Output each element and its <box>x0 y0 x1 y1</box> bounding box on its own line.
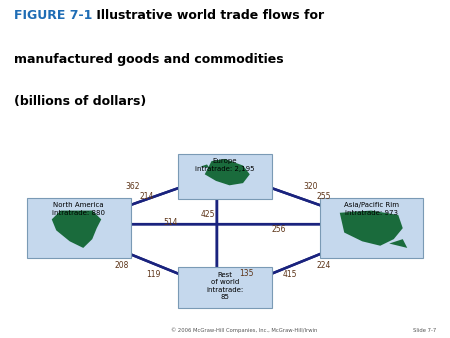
Text: 320: 320 <box>303 182 318 191</box>
Text: 255: 255 <box>317 192 331 201</box>
Text: (billions of dollars): (billions of dollars) <box>14 95 146 107</box>
Polygon shape <box>205 159 250 185</box>
Polygon shape <box>389 239 407 248</box>
Text: 415: 415 <box>283 270 297 279</box>
FancyBboxPatch shape <box>27 198 130 258</box>
Text: North America
intratrade: 880: North America intratrade: 880 <box>52 202 105 216</box>
Text: 425: 425 <box>201 211 216 219</box>
Text: 214: 214 <box>139 192 153 201</box>
FancyBboxPatch shape <box>320 198 423 258</box>
Text: Asia/Pacific Rim
intratrade: 973: Asia/Pacific Rim intratrade: 973 <box>344 202 399 216</box>
FancyBboxPatch shape <box>178 154 272 199</box>
Text: manufactured goods and commodities: manufactured goods and commodities <box>14 53 283 66</box>
Polygon shape <box>52 211 101 248</box>
Text: 514: 514 <box>164 218 178 227</box>
Text: Slide 7-7: Slide 7-7 <box>413 328 436 333</box>
Text: 224: 224 <box>317 261 331 270</box>
Text: © 2006 McGraw-Hill Companies, Inc., McGraw-Hill/Irwin: © 2006 McGraw-Hill Companies, Inc., McGr… <box>171 327 317 333</box>
Text: 362: 362 <box>126 182 140 191</box>
Text: Europe
intratrade: 2,195: Europe intratrade: 2,195 <box>195 159 255 172</box>
Text: Illustrative world trade flows for: Illustrative world trade flows for <box>92 9 324 22</box>
Text: FIGURE 7-1: FIGURE 7-1 <box>14 9 92 22</box>
Polygon shape <box>200 164 209 168</box>
FancyBboxPatch shape <box>178 267 272 308</box>
Polygon shape <box>340 211 403 246</box>
Text: Rest
of world
intratrade:
85: Rest of world intratrade: 85 <box>207 271 243 300</box>
Text: 119: 119 <box>146 270 160 279</box>
Text: 208: 208 <box>114 261 129 270</box>
Text: 135: 135 <box>239 269 254 278</box>
Text: 256: 256 <box>272 225 286 234</box>
